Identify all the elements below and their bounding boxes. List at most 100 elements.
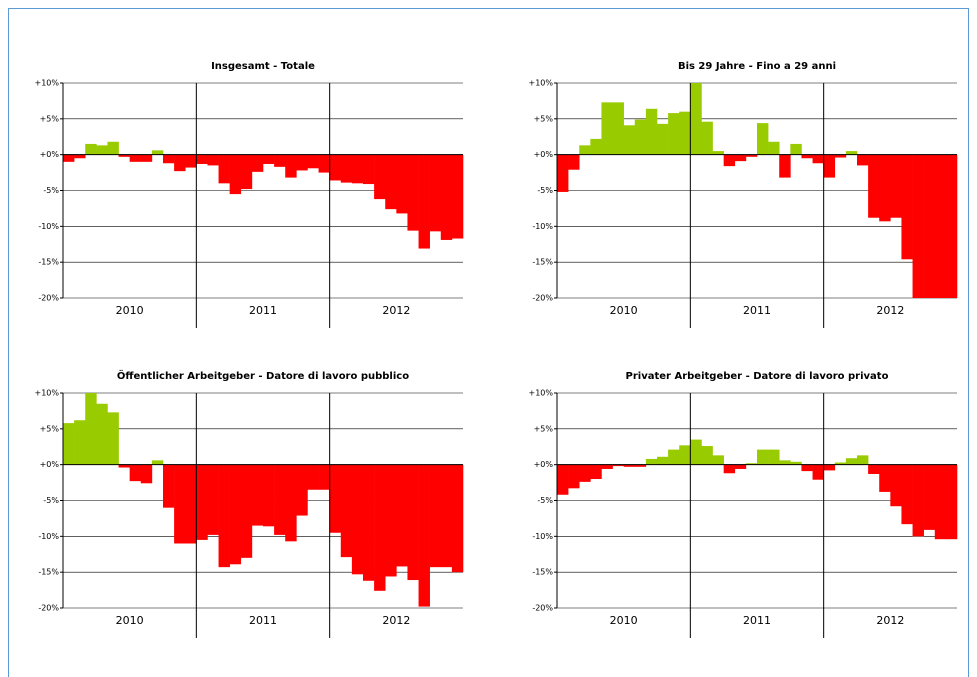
bar [834,462,847,465]
y-tick-label: +0% [40,460,60,469]
bar [723,464,736,474]
bar [396,464,408,567]
bar [557,464,569,495]
bar [623,464,636,467]
bar [934,464,947,540]
y-tick-label: +0% [534,460,554,469]
bar [218,464,230,568]
bar [757,449,769,465]
bar [163,464,175,508]
bar [612,102,624,155]
x-group-label: 2011 [249,304,277,317]
bar [679,111,691,155]
bar [74,154,86,159]
bar [440,154,453,240]
bar [296,154,308,171]
bar [645,458,658,465]
bar [96,145,108,155]
bar [857,154,869,166]
chart-title: Öffentlicher Arbeitgeber - Datore di lav… [117,368,409,382]
y-tick-label: +5% [40,424,60,433]
y-tick-label: -15% [38,258,59,267]
bar [340,154,353,183]
bar [174,154,186,172]
bar [923,464,936,530]
bar [140,154,153,162]
bar [701,121,713,155]
x-group-label: 2010 [116,614,144,627]
y-tick-label: +5% [40,114,60,123]
bar [634,119,647,155]
bar [857,455,869,465]
bar [307,154,319,169]
bar [801,464,813,472]
bar [385,464,397,577]
bar [790,143,802,155]
y-tick-label: -10% [38,532,59,541]
bar [385,154,397,210]
bar [768,141,780,155]
bar [118,464,130,468]
x-group-label: 2010 [610,304,638,317]
bar [734,464,747,469]
bar [374,154,386,200]
bar [329,154,342,181]
bar [679,445,691,465]
bar [407,154,419,231]
x-group-label: 2011 [743,304,771,317]
bar [823,464,836,471]
bar [318,154,330,173]
bar [307,464,319,490]
chart-title: Insgesamt - Totale [211,61,315,72]
bar [340,464,353,558]
y-tick-label: -5% [43,186,59,195]
bar [207,154,219,166]
bar [868,154,880,218]
bar [229,464,242,565]
x-group-label: 2010 [610,614,638,627]
bar [579,145,591,155]
x-group-label: 2011 [743,614,771,627]
bar [329,464,342,533]
y-tick-label: +10% [529,389,554,398]
bar [657,123,669,155]
bar [274,154,286,167]
bar [834,154,847,158]
bar [318,464,330,490]
bar [845,151,858,155]
bar [251,464,264,526]
bar [263,464,275,527]
y-tick-label: -10% [532,532,553,541]
bar [801,154,813,159]
y-tick-label: -15% [532,258,553,267]
bar [590,464,602,479]
bar [185,154,197,168]
bar [912,464,924,537]
x-group-label: 2011 [249,614,277,627]
bar [85,393,97,465]
bar [868,464,880,474]
bar [163,154,175,164]
bar [757,123,769,155]
bar [218,154,230,184]
bar [185,464,197,544]
bar [823,154,836,178]
y-tick-label: -5% [43,496,59,505]
bar [768,449,780,465]
bar [668,449,680,465]
bar [634,464,647,467]
bar [96,403,108,465]
bar [418,464,430,607]
bar [63,154,75,162]
bar [779,154,791,178]
bar [363,154,375,185]
bar [879,154,891,222]
bar [690,439,702,465]
y-tick-label: -5% [537,496,553,505]
bar [285,464,297,542]
bar [745,463,758,465]
y-tick-label: +0% [534,150,554,159]
y-tick-label: -10% [532,222,553,231]
bar [901,154,913,260]
